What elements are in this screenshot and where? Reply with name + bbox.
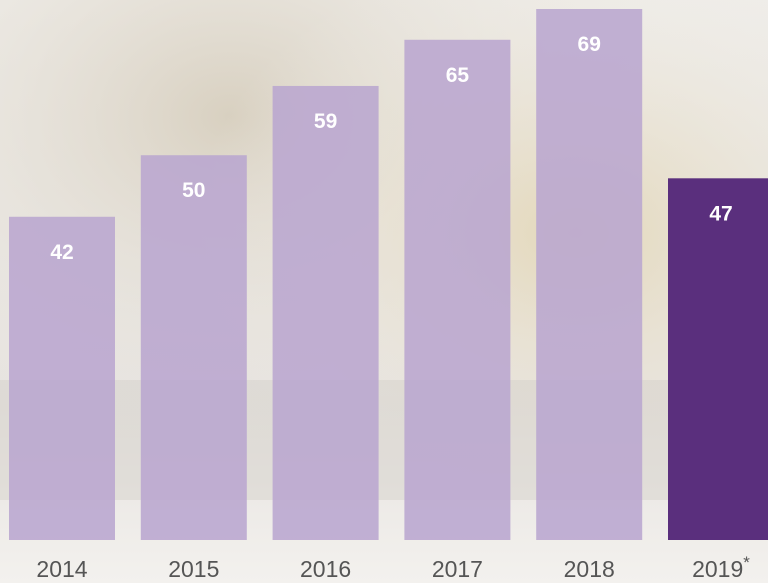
bar (141, 155, 247, 540)
bar (668, 178, 768, 540)
value-label: 65 (446, 64, 470, 87)
x-tick-label: 2019* (692, 553, 750, 582)
chart: 42 2014 50 2015 59 2016 65 2017 69 2018 47 2019* (0, 0, 768, 583)
background-photo (0, 0, 768, 583)
x-tick-label: 2018 (564, 556, 615, 582)
value-label: 47 (709, 202, 732, 225)
x-tick-label: 2015 (168, 556, 219, 582)
value-label: 69 (578, 33, 601, 56)
x-tick-label: 2014 (36, 556, 87, 582)
bar (536, 9, 642, 540)
x-tick-label: 2017 (432, 556, 483, 582)
bar (273, 86, 379, 540)
bar (9, 217, 115, 540)
x-tick-label: 2016 (300, 556, 351, 582)
value-label: 42 (50, 241, 73, 264)
value-label: 59 (314, 110, 337, 133)
value-label: 50 (182, 179, 205, 202)
bar (404, 40, 510, 540)
